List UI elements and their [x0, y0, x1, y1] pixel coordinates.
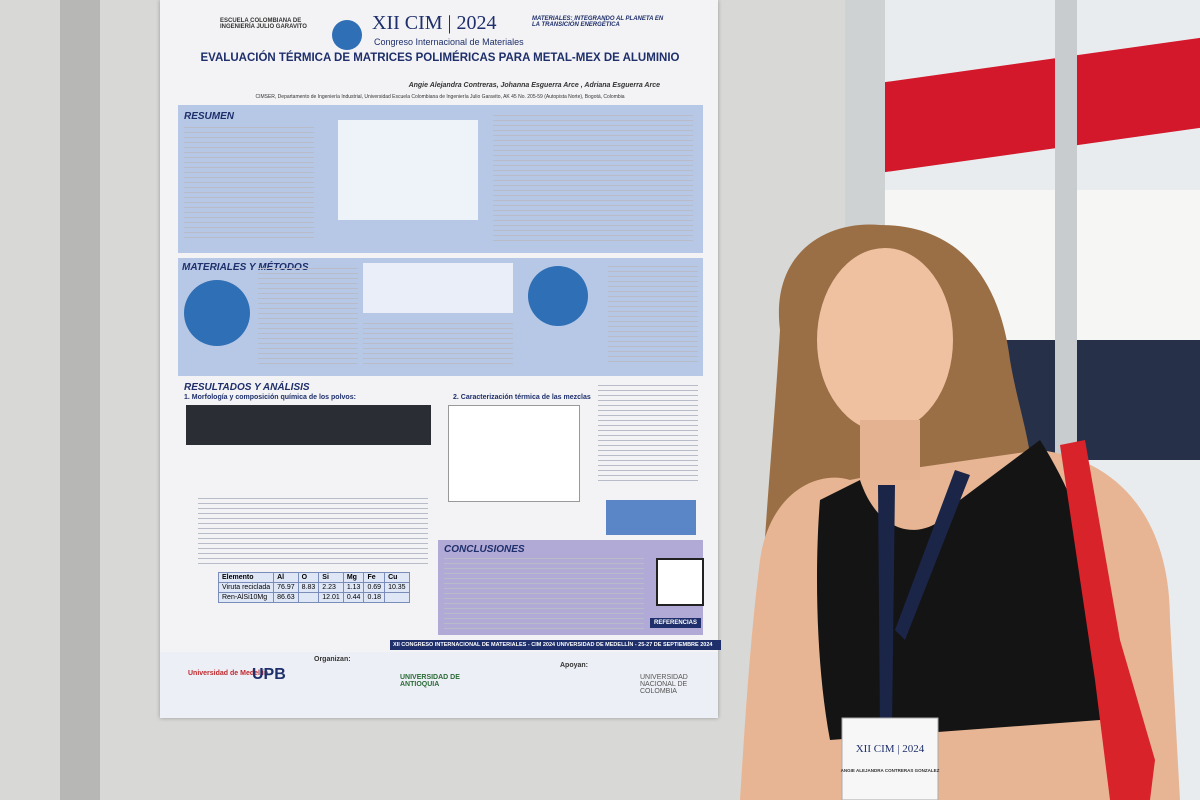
section-heading: RESUMEN	[184, 111, 235, 122]
summary-panel: RESUMEN	[178, 105, 703, 253]
subheading: 1. Morfología y composición química de l…	[184, 394, 356, 401]
figure	[184, 280, 250, 346]
methods-panel: MATERIALES Y MÉTODOS	[178, 258, 703, 376]
slogan: MATERIALES: INTEGRANDO AL PLANETA EN LA …	[532, 16, 664, 28]
organizers-label: Organizan:	[314, 656, 351, 663]
thermal-chart	[448, 405, 580, 502]
globe-logo	[332, 20, 362, 50]
text-block	[258, 268, 358, 368]
bag-strap	[1060, 440, 1155, 800]
pole	[60, 0, 100, 800]
university-logo: ESCUELA COLOMBIANA DE INGENIERÍA JULIO G…	[220, 18, 307, 30]
logo: UNIVERSIDAD DE ANTIOQUIA	[400, 674, 460, 688]
results-panel: RESULTADOS Y ANÁLISIS 1. Morfología y co…	[178, 380, 704, 635]
footer-banner: XII CONGRESO INTERNACIONAL DE MATERIALES…	[390, 640, 721, 650]
table-cell: 0.18	[363, 592, 386, 603]
event-name: Congreso Internacional de Materiales	[374, 37, 524, 47]
lanyard	[878, 470, 970, 730]
table-cell	[384, 592, 410, 603]
text-block	[184, 127, 314, 242]
banner	[1005, 340, 1200, 460]
face	[817, 248, 953, 432]
conclusions-panel: CONCLUSIONES REFERENCIAS	[438, 540, 704, 635]
references-button: REFERENCIAS	[650, 618, 702, 628]
logo: UNIVERSIDAD NACIONAL DE COLOMBIA	[640, 674, 688, 695]
section-heading: MATERIALES Y MÉTODOS	[182, 262, 309, 273]
sponsors: Organizan: Apoyan: Universidad de Medell…	[160, 652, 718, 718]
poster: ESCUELA COLOMBIANA DE INGENIERÍA JULIO G…	[160, 0, 721, 718]
text-block	[198, 498, 428, 568]
subheading: 2. Caracterización térmica de las mezcla…	[453, 394, 591, 401]
figure	[528, 266, 588, 326]
badge-name: ANGIE ALEJANDRA CONTRERAS GONZALEZ	[841, 768, 940, 773]
text-block	[444, 558, 644, 630]
supporters-label: Apoyan:	[560, 662, 588, 669]
micrographs	[186, 405, 431, 445]
neck	[860, 420, 920, 480]
affiliation: CIMSER, Departamento de Ingeniería Indus…	[255, 94, 625, 100]
figure	[338, 120, 478, 220]
table-row: Ren-AlSi10Mg 86.63 12.01 0.44 0.18	[217, 592, 410, 603]
figure-table	[606, 500, 696, 535]
qr-code	[656, 558, 704, 606]
poster-title: EVALUACIÓN TÉRMICA DE MATRICES POLIMÉRIC…	[200, 52, 680, 64]
text-block	[598, 385, 698, 485]
logo: UPB	[252, 666, 286, 683]
section-heading: CONCLUSIONES	[444, 544, 525, 555]
figure-table	[363, 263, 513, 313]
section-heading: RESULTADOS Y ANÁLISIS	[184, 382, 310, 393]
text-block	[493, 115, 693, 245]
text-block	[363, 323, 513, 368]
badge	[841, 717, 939, 800]
table-row: Viruta reciclada 76.97 8.83 2.23 1.13 0.69 10.…	[217, 582, 410, 593]
badge-event: XII CIM | 2024	[856, 743, 925, 755]
table-cell: Ren-AlSi10Mg	[217, 592, 275, 603]
text-block	[608, 266, 698, 366]
event: XII CIM | 2024	[372, 12, 497, 34]
table-cell	[297, 592, 320, 603]
logo: Universidad de Medellín	[188, 670, 269, 677]
composition-table: Elemento Al O Si Mg Fe Cu Viruta reciclada 76.97…	[217, 572, 410, 603]
authors: Angie Alejandra Contreras, Johanna Esgue…	[408, 82, 660, 89]
